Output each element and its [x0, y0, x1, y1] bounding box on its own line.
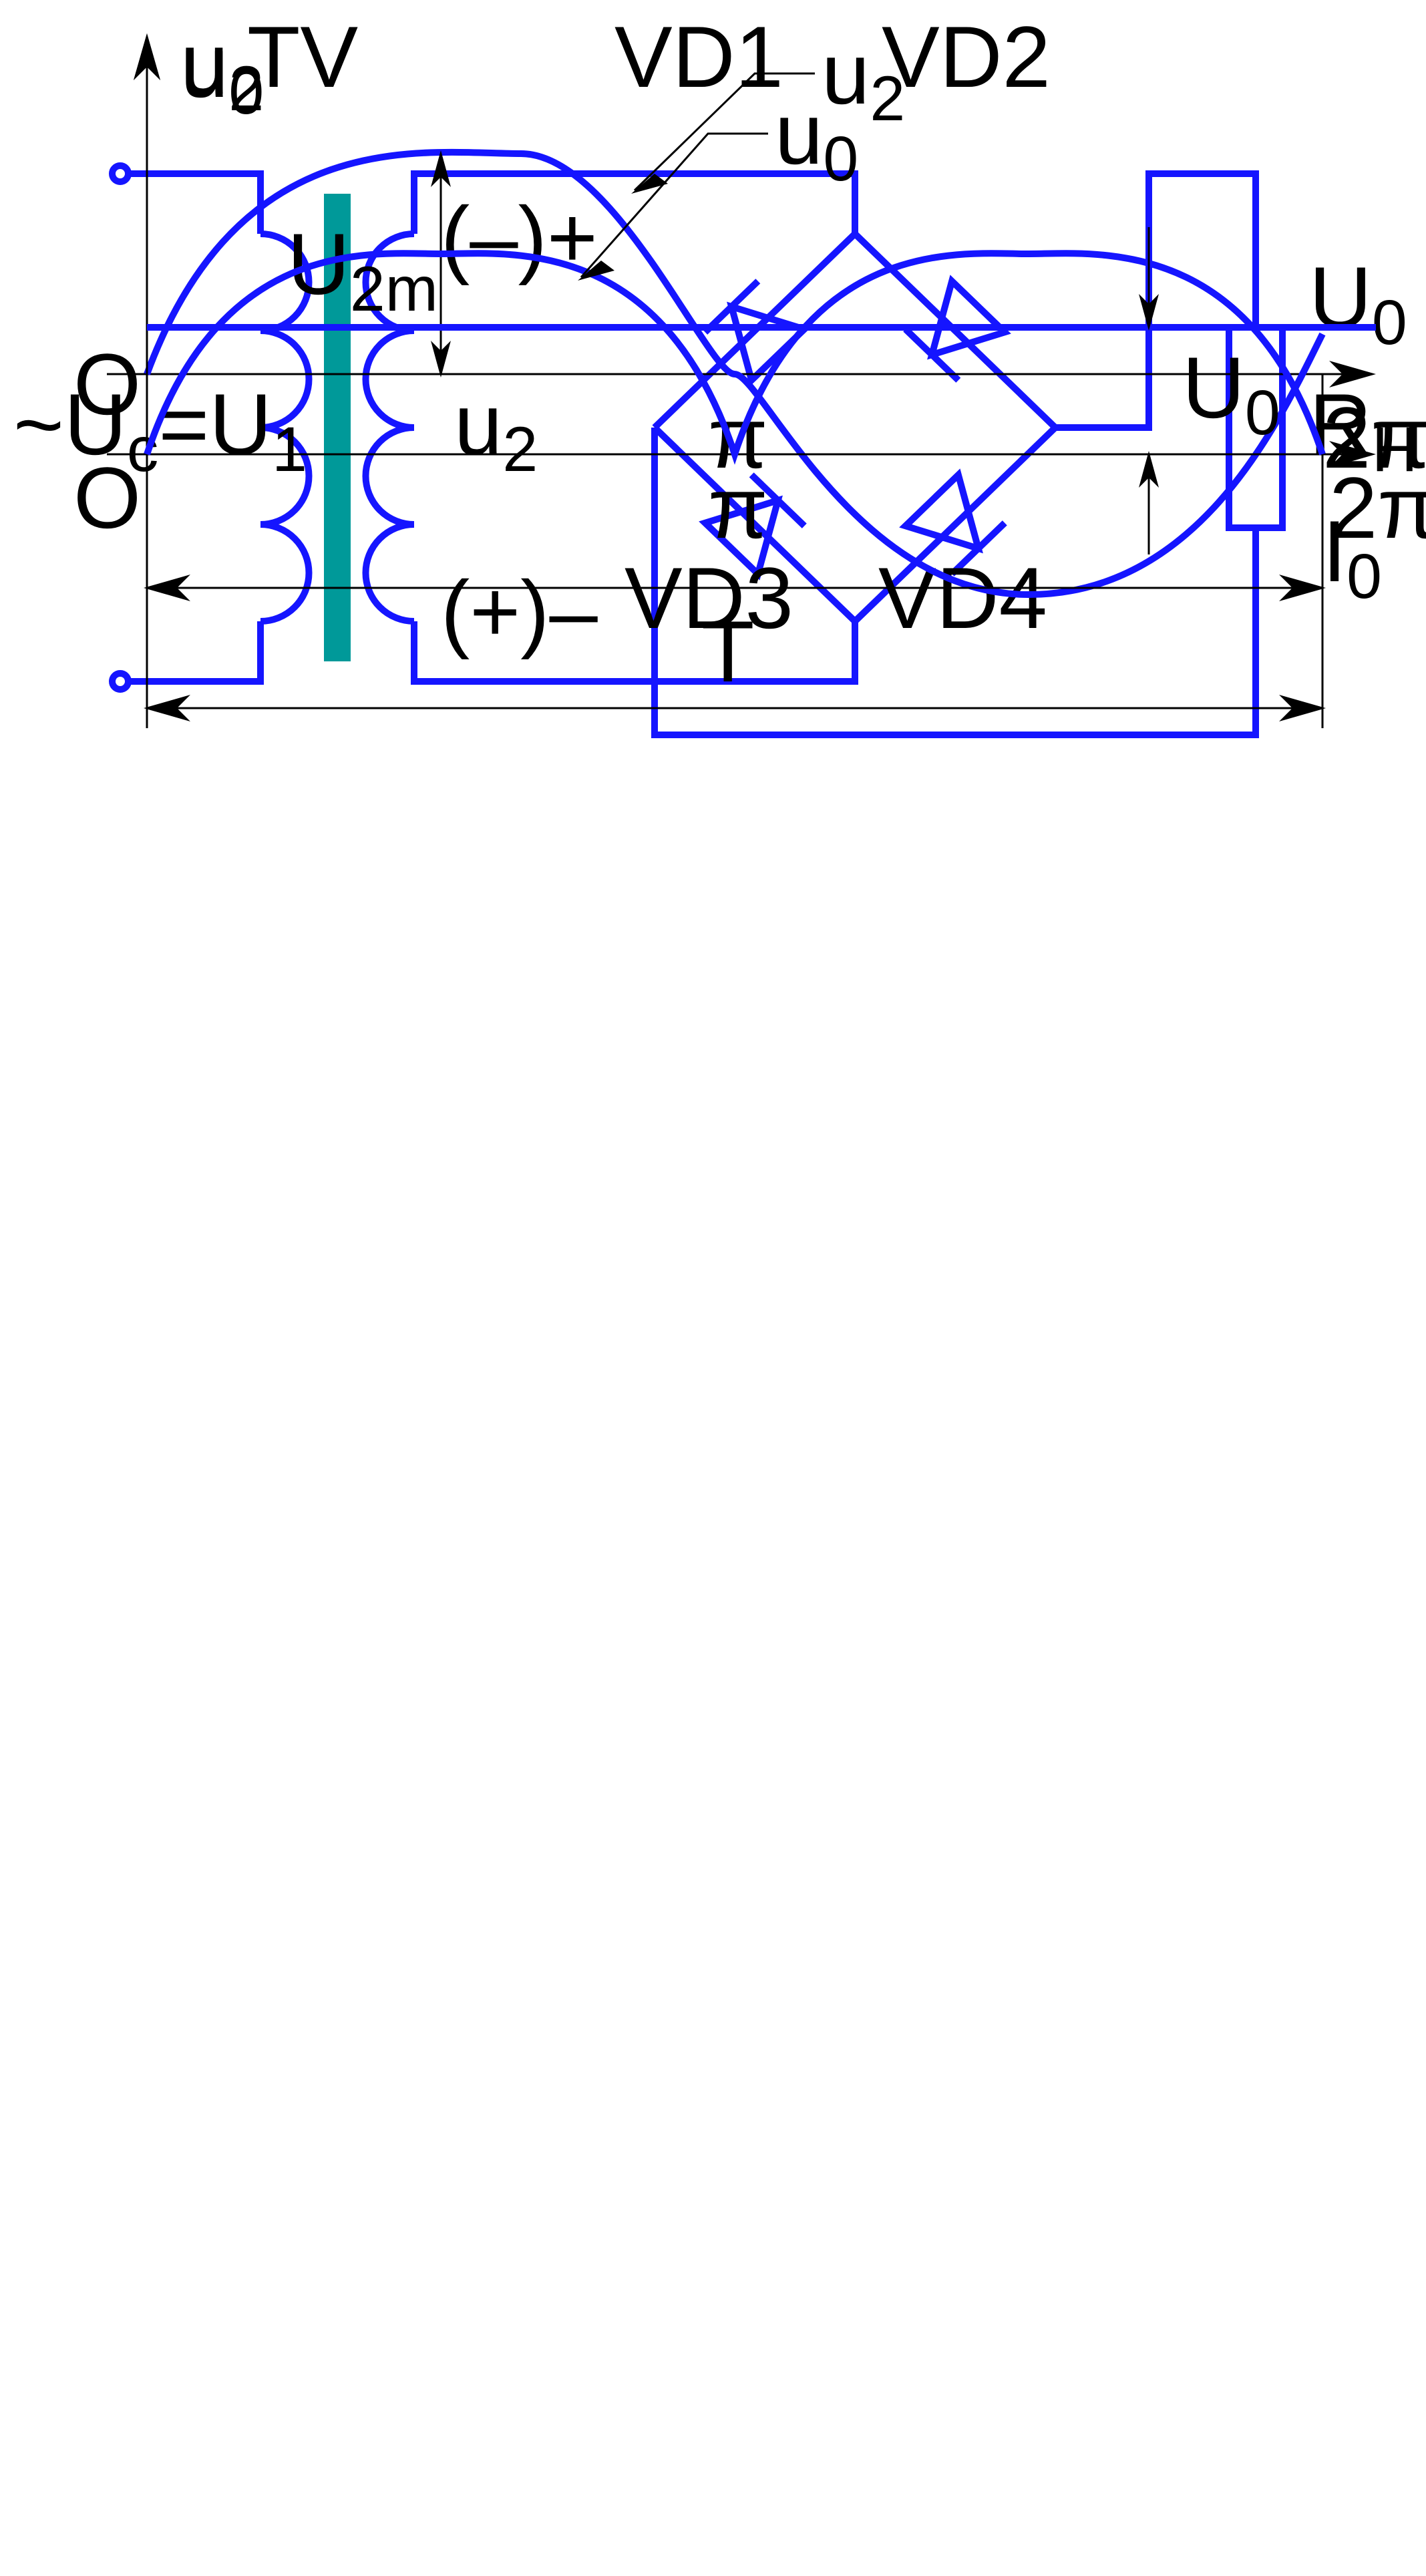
- avg-marker: [1139, 227, 1159, 554]
- svg-text:O: O: [73, 449, 141, 546]
- svg-text:π: π: [708, 459, 768, 556]
- graph-output-labels: u0 u0 U0 O π 2π T: [73, 18, 1426, 700]
- svg-text:T: T: [701, 603, 754, 700]
- output-curve-leader: [578, 134, 768, 281]
- curve-u0: [147, 253, 1322, 454]
- svg-text:u0: u0: [775, 85, 858, 194]
- svg-text:u0: u0: [180, 18, 264, 128]
- svg-text:2π: 2π: [1329, 459, 1426, 556]
- graph-output-waveform: u0 u0 U0 O π 2π T: [0, 0, 1426, 701]
- svg-text:U0: U0: [1182, 339, 1280, 448]
